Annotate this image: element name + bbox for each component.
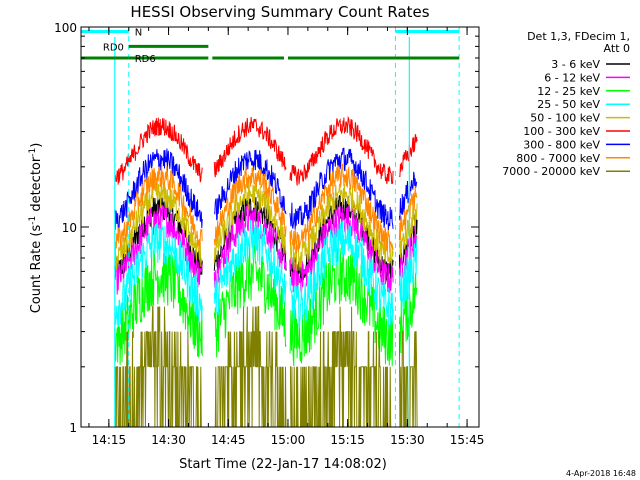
series-trace-1 [114,203,418,295]
x-tick-label-0: 14:15 [92,433,127,447]
series-trace-8 [114,306,418,428]
axes: 14:15 14:30 14:45 15:00 15:15 15:30 15:45 1 10 10… [54,21,484,447]
y-tick-label-2: 100 [54,21,77,35]
x-tick-label-4: 15:15 [330,433,365,447]
y-axis-label-end: ) [29,143,44,148]
legend-header-line-2: Att 0 [604,42,630,55]
x-axis-label: Start Time (22-Jan-17 14:08:02) [179,457,387,472]
legend-header-line-1: Det 1,3, FDecim 1, [527,30,630,43]
legend-label-8: 7000 - 20000 keV [502,165,600,178]
x-tick-label-2: 14:45 [211,433,246,447]
legend-label-5: 100 - 300 keV [523,125,600,138]
x-tick-label-3: 15:00 [271,433,306,447]
series-trace-6 [114,147,418,231]
y-tick-label-0: 1 [69,421,77,435]
x-tick-label-1: 14:30 [151,433,186,447]
legend-label-0: 3 - 6 keV [551,58,600,71]
y-axis-label: Count Rate (s-1 detector-1) [28,143,44,314]
marker-label-N: N [135,27,142,38]
y-axis-label-main: Count Rate (s [29,225,44,314]
marker-label-RD6: RD6 [135,54,156,65]
footer-date: 4-Apr-2018 16:48 [566,469,636,478]
legend-label-7: 800 - 7000 keV [516,152,600,165]
y-axis-label-sup2: -1 [28,148,38,157]
x-tick-label-5: 15:30 [390,433,425,447]
legend-label-4: 50 - 100 keV [530,112,600,125]
chart-title: HESSI Observing Summary Count Rates [130,3,429,21]
legend-label-2: 12 - 25 keV [537,85,600,98]
x-tick-label-6: 15:45 [450,433,485,447]
y-axis-label-sup1: -1 [28,216,38,225]
legend-label-3: 25 - 50 keV [537,98,600,111]
series-trace-4 [114,182,418,271]
y-tick-label-1: 10 [62,221,77,235]
legend-label-6: 300 - 800 keV [523,138,600,151]
legend-label-1: 6 - 12 keV [544,71,600,84]
series-trace-3 [114,219,418,329]
series-trace-2 [114,244,418,367]
marker-label-RD0: RD0 [103,42,124,53]
series-trace-5 [114,115,418,186]
y-axis-label-mid: detector [29,156,44,216]
series-trace-7 [114,163,418,253]
plot-area: N RD0 RD6 [81,27,460,428]
